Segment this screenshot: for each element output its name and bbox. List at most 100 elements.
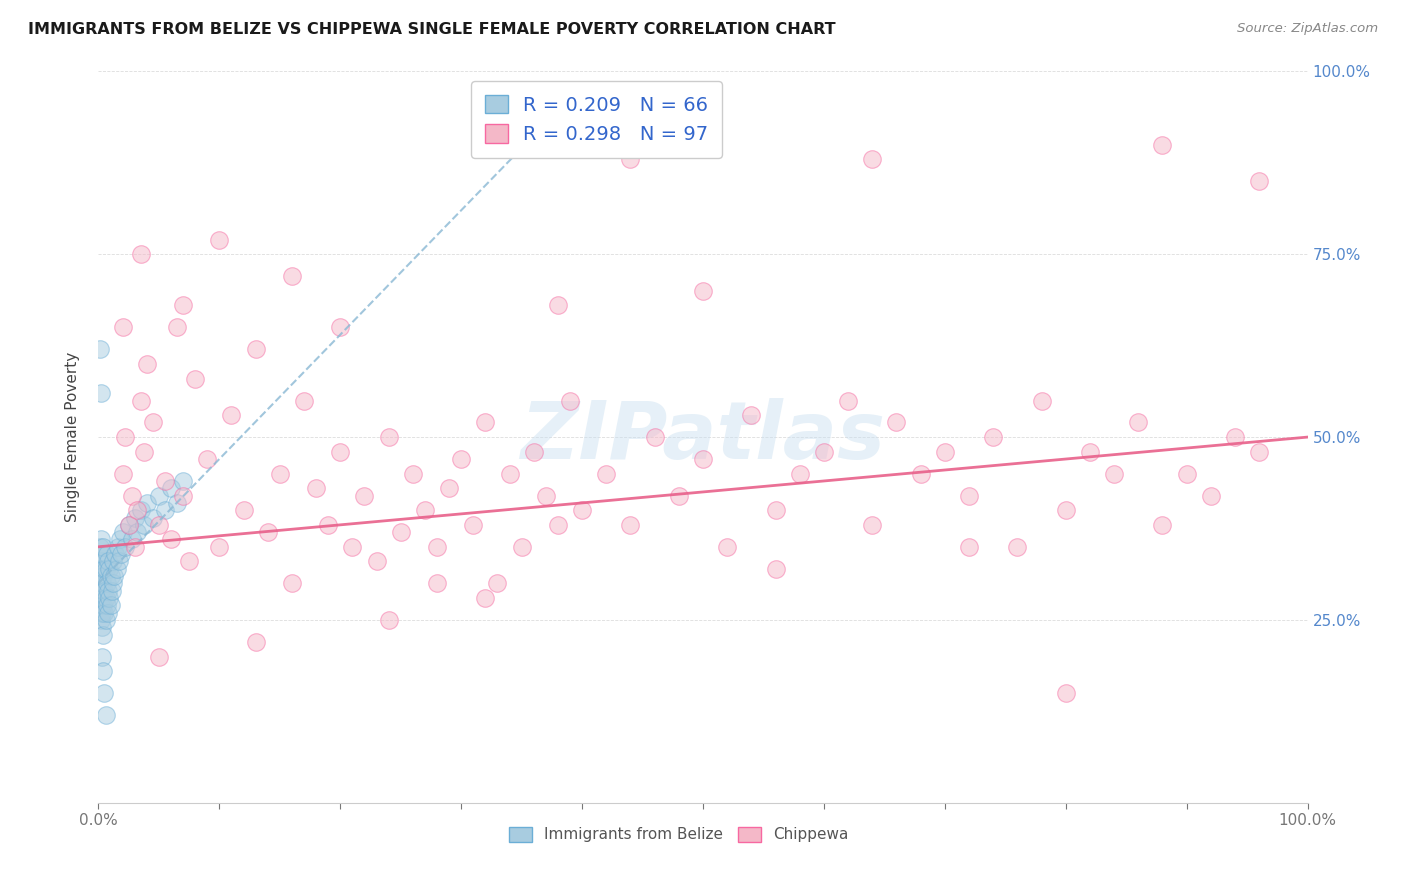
Point — [534, 489, 557, 503]
Point — [97, 554, 120, 568]
Point — [160, 533, 183, 547]
Point — [813, 444, 835, 458]
Point — [104, 547, 127, 561]
Point — [498, 467, 520, 481]
Point — [153, 503, 176, 517]
Point — [232, 503, 254, 517]
Point — [124, 510, 146, 524]
Point — [426, 540, 449, 554]
Point — [89, 343, 111, 357]
Point — [172, 298, 194, 312]
Point — [486, 576, 509, 591]
Point — [91, 547, 114, 561]
Point — [135, 496, 157, 510]
Point — [342, 540, 364, 554]
Point — [100, 599, 122, 613]
Point — [114, 540, 136, 554]
Point — [166, 320, 188, 334]
Point — [90, 554, 112, 568]
Point — [108, 554, 131, 568]
Point — [93, 562, 115, 576]
Point — [1054, 503, 1077, 517]
Point — [93, 583, 115, 598]
Point — [837, 393, 859, 408]
Point — [108, 533, 131, 547]
Point — [129, 247, 152, 261]
Point — [94, 708, 117, 723]
Point — [111, 525, 134, 540]
Point — [329, 444, 352, 458]
Point — [90, 386, 112, 401]
Point — [127, 525, 149, 540]
Point — [571, 503, 593, 517]
Point — [100, 583, 122, 598]
Text: ZIPatlas: ZIPatlas — [520, 398, 886, 476]
Text: IMMIGRANTS FROM BELIZE VS CHIPPEWA SINGLE FEMALE POVERTY CORRELATION CHART: IMMIGRANTS FROM BELIZE VS CHIPPEWA SINGL… — [28, 22, 835, 37]
Point — [90, 583, 112, 598]
Point — [134, 517, 156, 532]
Point — [437, 481, 460, 495]
Point — [160, 481, 183, 495]
Point — [389, 525, 412, 540]
Point — [100, 569, 122, 583]
Point — [1223, 430, 1246, 444]
Point — [91, 599, 114, 613]
Point — [377, 613, 399, 627]
Point — [148, 517, 170, 532]
Point — [124, 540, 146, 554]
Point — [281, 269, 304, 284]
Point — [134, 444, 156, 458]
Point — [1249, 444, 1271, 458]
Point — [90, 569, 112, 583]
Point — [692, 452, 714, 467]
Point — [148, 649, 170, 664]
Point — [93, 686, 115, 700]
Point — [981, 430, 1004, 444]
Point — [127, 503, 149, 517]
Point — [860, 152, 883, 166]
Point — [179, 554, 201, 568]
Point — [118, 517, 141, 532]
Point — [1128, 416, 1150, 430]
Point — [765, 562, 787, 576]
Point — [91, 591, 114, 605]
Point — [110, 547, 132, 561]
Point — [105, 562, 128, 576]
Point — [413, 503, 436, 517]
Point — [463, 517, 485, 532]
Point — [172, 489, 194, 503]
Point — [668, 489, 690, 503]
Point — [111, 320, 134, 334]
Point — [789, 467, 811, 481]
Point — [91, 620, 114, 634]
Point — [644, 430, 666, 444]
Point — [101, 576, 124, 591]
Point — [142, 416, 165, 430]
Point — [595, 467, 617, 481]
Point — [1102, 467, 1125, 481]
Point — [1078, 444, 1101, 458]
Point — [402, 467, 425, 481]
Point — [1152, 517, 1174, 532]
Point — [90, 599, 112, 613]
Point — [121, 533, 143, 547]
Point — [957, 540, 980, 554]
Point — [558, 393, 581, 408]
Point — [1249, 174, 1271, 188]
Point — [91, 576, 114, 591]
Point — [96, 576, 118, 591]
Point — [281, 576, 304, 591]
Point — [153, 474, 176, 488]
Point — [91, 649, 114, 664]
Point — [377, 430, 399, 444]
Point — [129, 393, 152, 408]
Point — [89, 591, 111, 605]
Point — [89, 562, 111, 576]
Point — [96, 599, 118, 613]
Point — [256, 525, 278, 540]
Point — [94, 613, 117, 627]
Point — [1175, 467, 1198, 481]
Point — [93, 606, 115, 620]
Point — [96, 547, 118, 561]
Point — [97, 583, 120, 598]
